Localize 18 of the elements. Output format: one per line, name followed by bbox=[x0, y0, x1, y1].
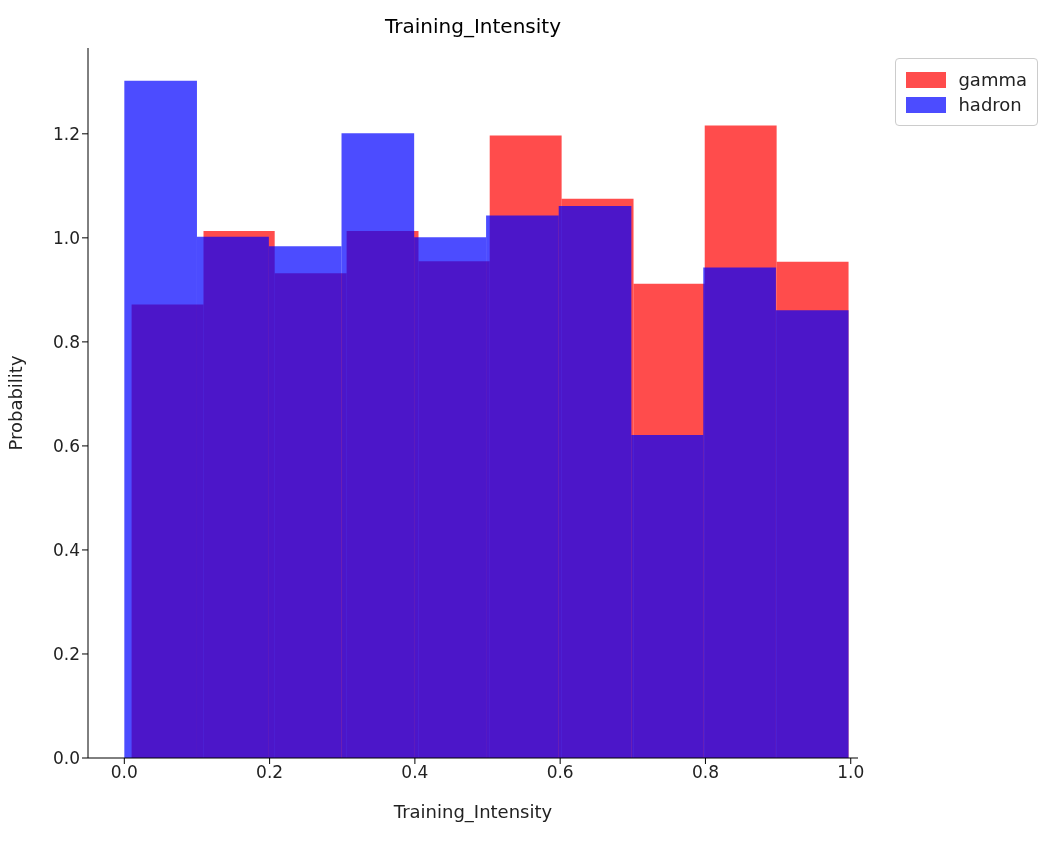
x-tick-label: 0.2 bbox=[256, 762, 284, 783]
x-tick-label: 1.0 bbox=[837, 762, 865, 783]
x-tick-label: 0.6 bbox=[546, 762, 574, 783]
y-tick-label: 1.0 bbox=[52, 227, 80, 248]
x-tick-label: 0.4 bbox=[401, 762, 429, 783]
x-tick-label: 0.8 bbox=[691, 762, 719, 783]
x-axis-title: Training_Intensity bbox=[392, 801, 553, 823]
y-tick-label: 0.2 bbox=[52, 644, 80, 665]
y-tick-label: 0.6 bbox=[52, 435, 80, 456]
legend-label: hadron bbox=[958, 94, 1022, 115]
y-tick-label: 1.2 bbox=[52, 123, 80, 144]
x-tick-label: 0.0 bbox=[110, 762, 138, 783]
chart-title: Training_Intensity bbox=[384, 13, 562, 38]
y-axis-title: Probability bbox=[5, 355, 27, 451]
y-tick-label: 0.8 bbox=[52, 331, 80, 352]
y-tick-label: 0.4 bbox=[52, 539, 80, 560]
legend-label: gamma bbox=[958, 69, 1027, 90]
y-tick-label: 0.0 bbox=[52, 748, 80, 769]
